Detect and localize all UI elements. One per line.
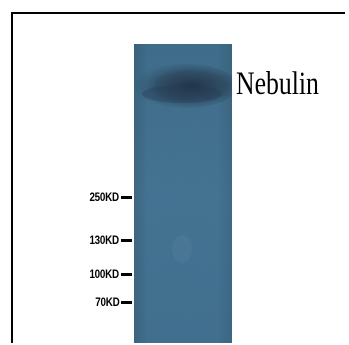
- marker-250kd: 250KD: [56, 190, 132, 204]
- marker-label: 250KD: [89, 190, 120, 204]
- marker-tick: [121, 195, 132, 199]
- western-blot-lane: [134, 44, 232, 343]
- blot-membrane-image: [134, 44, 232, 343]
- marker-label: 130KD: [89, 233, 120, 247]
- protein-name-label: Nebulin: [236, 66, 319, 102]
- marker-tick: [121, 272, 132, 276]
- marker-label: 70KD: [94, 295, 119, 309]
- figure-frame: [11, 12, 345, 343]
- marker-70kd: 70KD: [56, 295, 132, 309]
- marker-130kd: 130KD: [56, 233, 132, 247]
- marker-100kd: 100KD: [56, 267, 132, 281]
- marker-tick: [121, 238, 132, 242]
- marker-tick: [121, 300, 132, 304]
- marker-label: 100KD: [89, 267, 120, 281]
